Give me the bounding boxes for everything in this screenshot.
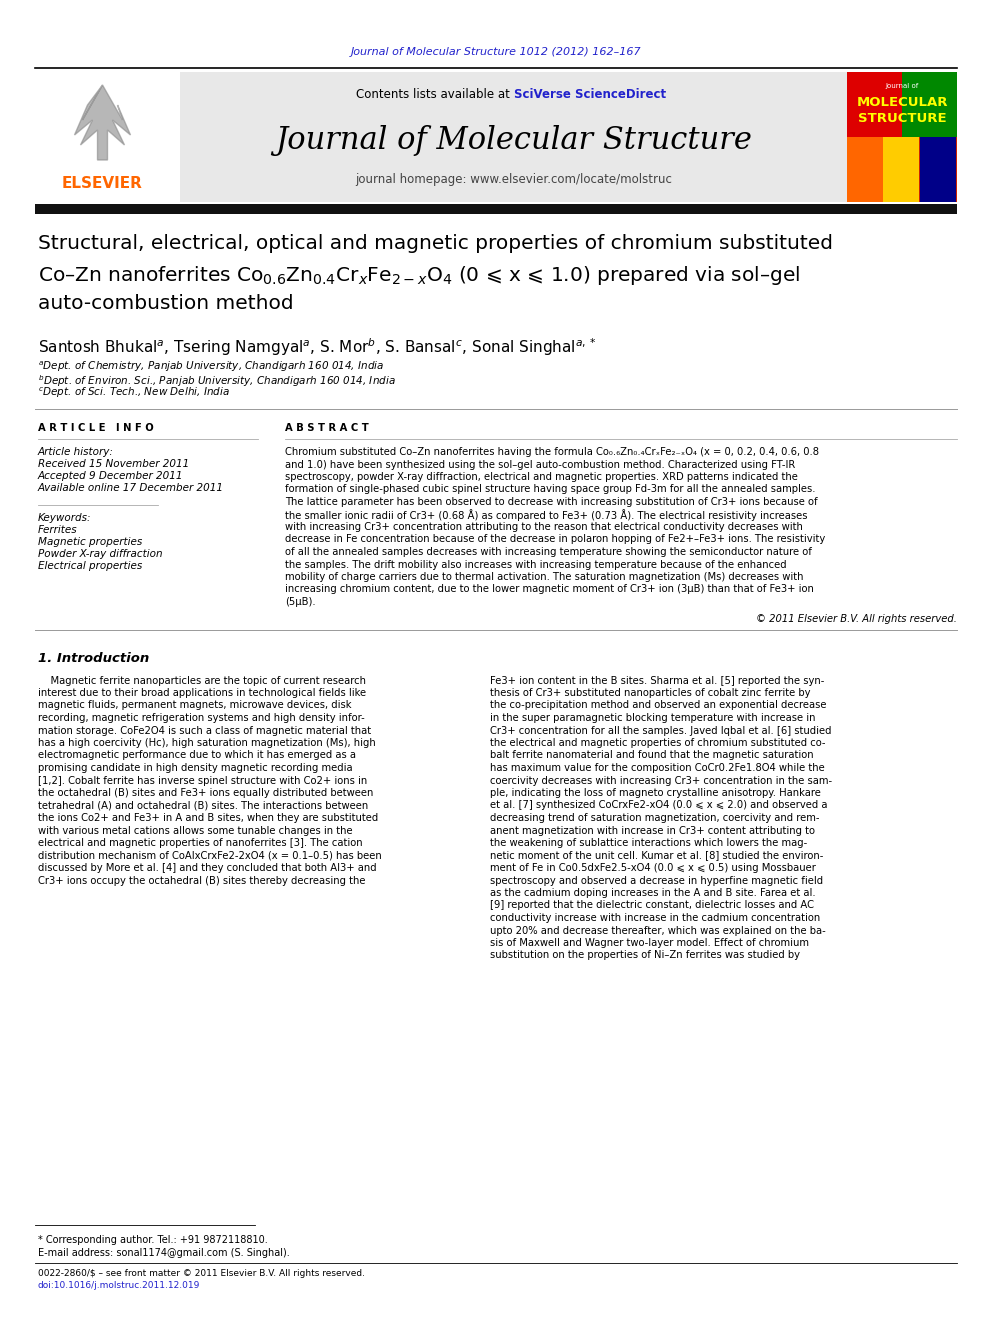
Text: decreasing trend of saturation magnetization, coercivity and rem-: decreasing trend of saturation magnetiza… xyxy=(490,814,819,823)
Text: Keywords:: Keywords: xyxy=(38,513,91,523)
Text: doi:10.1016/j.molstruc.2011.12.019: doi:10.1016/j.molstruc.2011.12.019 xyxy=(38,1281,200,1290)
Text: ment of Fe in Co0.5dxFe2.5-xO4 (0.0 ⩽ x ⩽ 0.5) using Mossbauer: ment of Fe in Co0.5dxFe2.5-xO4 (0.0 ⩽ x … xyxy=(490,863,815,873)
Text: promising candidate in high density magnetic recording media: promising candidate in high density magn… xyxy=(38,763,352,773)
Text: substitution on the properties of Ni–Zn ferrites was studied by: substitution on the properties of Ni–Zn … xyxy=(490,950,800,960)
Text: Fe3+ ion content in the B sites. Sharma et al. [5] reported the syn-: Fe3+ ion content in the B sites. Sharma … xyxy=(490,676,824,685)
Text: of all the annealed samples decreases with increasing temperature showing the se: of all the annealed samples decreases wi… xyxy=(285,546,811,557)
Text: has maximum value for the composition CoCr0.2Fe1.8O4 while the: has maximum value for the composition Co… xyxy=(490,763,824,773)
Text: et al. [7] synthesized CoCrxFe2-xO4 (0.0 ⩽ x ⩽ 2.0) and observed a: et al. [7] synthesized CoCrxFe2-xO4 (0.0… xyxy=(490,800,827,811)
Text: mation storage. CoFe2O4 is such a class of magnetic material that: mation storage. CoFe2O4 is such a class … xyxy=(38,725,371,736)
Text: the octahedral (B) sites and Fe3+ ions equally distributed between: the octahedral (B) sites and Fe3+ ions e… xyxy=(38,789,373,798)
Bar xyxy=(180,71,847,202)
Text: Journal of Molecular Structure 1012 (2012) 162–167: Journal of Molecular Structure 1012 (201… xyxy=(351,48,641,57)
Text: the samples. The drift mobility also increases with increasing temperature becau: the samples. The drift mobility also inc… xyxy=(285,560,787,569)
Text: [9] reported that the dielectric constant, dielectric losses and AC: [9] reported that the dielectric constan… xyxy=(490,901,814,910)
Text: E-mail address: sonal1174@gmail.com (S. Singhal).: E-mail address: sonal1174@gmail.com (S. … xyxy=(38,1248,290,1258)
Text: Ferrites: Ferrites xyxy=(38,525,77,534)
Text: Cr3+ ions occupy the octahedral (B) sites thereby decreasing the: Cr3+ ions occupy the octahedral (B) site… xyxy=(38,876,365,885)
Text: spectroscopy and observed a decrease in hyperfine magnetic field: spectroscopy and observed a decrease in … xyxy=(490,876,823,885)
Text: Cr3+ concentration for all the samples. Javed Iqbal et al. [6] studied: Cr3+ concentration for all the samples. … xyxy=(490,725,831,736)
Text: decrease in Fe concentration because of the decrease in polaron hopping of Fe2+–: decrease in Fe concentration because of … xyxy=(285,534,825,545)
Bar xyxy=(35,71,180,202)
Text: Co–Zn nanoferrites Co$_{0.6}$Zn$_{0.4}$Cr$_x$Fe$_{2-x}$O$_4$ (0 ⩽ x ⩽ 1.0) prepa: Co–Zn nanoferrites Co$_{0.6}$Zn$_{0.4}$C… xyxy=(38,265,801,287)
Text: the ions Co2+ and Fe3+ in A and B sites, when they are substituted: the ions Co2+ and Fe3+ in A and B sites,… xyxy=(38,814,378,823)
Text: Magnetic properties: Magnetic properties xyxy=(38,537,142,546)
Text: in the super paramagnetic blocking temperature with increase in: in the super paramagnetic blocking tempe… xyxy=(490,713,815,722)
Text: increasing chromium content, due to the lower magnetic moment of Cr3+ ion (3μB) : increasing chromium content, due to the … xyxy=(285,585,813,594)
Text: Powder X-ray diffraction: Powder X-ray diffraction xyxy=(38,549,163,560)
Text: Journal of Molecular Structure: Journal of Molecular Structure xyxy=(275,124,752,156)
Text: 0022-2860/$ – see front matter © 2011 Elsevier B.V. All rights reserved.: 0022-2860/$ – see front matter © 2011 El… xyxy=(38,1269,365,1278)
Text: 1. Introduction: 1. Introduction xyxy=(38,651,149,664)
Text: upto 20% and decrease thereafter, which was explained on the ba-: upto 20% and decrease thereafter, which … xyxy=(490,926,825,935)
Text: MOLECULAR: MOLECULAR xyxy=(856,95,947,108)
Bar xyxy=(847,71,902,138)
Text: recording, magnetic refrigeration systems and high density infor-: recording, magnetic refrigeration system… xyxy=(38,713,365,722)
Text: The lattice parameter has been observed to decrease with increasing substitution: The lattice parameter has been observed … xyxy=(285,497,817,507)
Text: Accepted 9 December 2011: Accepted 9 December 2011 xyxy=(38,471,184,482)
Text: ple, indicating the loss of magneto crystalline anisotropy. Hankare: ple, indicating the loss of magneto crys… xyxy=(490,789,820,798)
Bar xyxy=(847,71,957,202)
Bar xyxy=(902,71,957,138)
Bar xyxy=(883,138,919,202)
Text: SciVerse ScienceDirect: SciVerse ScienceDirect xyxy=(514,87,666,101)
Text: the smaller ionic radii of Cr3+ (0.68 Å) as compared to Fe3+ (0.73 Å). The elect: the smaller ionic radii of Cr3+ (0.68 Å)… xyxy=(285,509,807,521)
Text: and 1.0) have been synthesized using the sol–gel auto-combustion method. Charact: and 1.0) have been synthesized using the… xyxy=(285,459,796,470)
Text: netic moment of the unit cell. Kumar et al. [8] studied the environ-: netic moment of the unit cell. Kumar et … xyxy=(490,851,823,860)
Text: Magnetic ferrite nanoparticles are the topic of current research: Magnetic ferrite nanoparticles are the t… xyxy=(38,676,366,685)
Text: has a high coercivity (Hc), high saturation magnetization (Ms), high: has a high coercivity (Hc), high saturat… xyxy=(38,738,376,747)
Text: anent magnetization with increase in Cr3+ content attributing to: anent magnetization with increase in Cr3… xyxy=(490,826,815,836)
Text: mobility of charge carriers due to thermal activation. The saturation magnetizat: mobility of charge carriers due to therm… xyxy=(285,572,804,582)
Text: [1,2]. Cobalt ferrite has inverse spinel structure with Co2+ ions in: [1,2]. Cobalt ferrite has inverse spinel… xyxy=(38,775,367,786)
Text: $^c$Dept. of Sci. Tech., New Delhi, India: $^c$Dept. of Sci. Tech., New Delhi, Indi… xyxy=(38,386,230,401)
Text: $^a$Dept. of Chemistry, Panjab University, Chandigarh 160 014, India: $^a$Dept. of Chemistry, Panjab Universit… xyxy=(38,360,384,374)
Text: © 2011 Elsevier B.V. All rights reserved.: © 2011 Elsevier B.V. All rights reserved… xyxy=(756,614,957,623)
Text: Available online 17 December 2011: Available online 17 December 2011 xyxy=(38,483,224,493)
Text: * Corresponding author. Tel.: +91 9872118810.: * Corresponding author. Tel.: +91 987211… xyxy=(38,1234,268,1245)
Text: Received 15 November 2011: Received 15 November 2011 xyxy=(38,459,189,468)
Text: STRUCTURE: STRUCTURE xyxy=(858,111,946,124)
Text: Contents lists available at: Contents lists available at xyxy=(356,87,514,101)
Text: distribution mechanism of CoAlxCrxFe2-2xO4 (x = 0.1–0.5) has been: distribution mechanism of CoAlxCrxFe2-2x… xyxy=(38,851,382,860)
Text: journal homepage: www.elsevier.com/locate/molstruc: journal homepage: www.elsevier.com/locat… xyxy=(355,173,672,187)
Text: auto-combustion method: auto-combustion method xyxy=(38,294,294,314)
Text: ELSEVIER: ELSEVIER xyxy=(62,176,143,192)
Bar xyxy=(920,138,956,202)
Text: electromagnetic performance due to which it has emerged as a: electromagnetic performance due to which… xyxy=(38,750,356,761)
Text: coercivity decreases with increasing Cr3+ concentration in the sam-: coercivity decreases with increasing Cr3… xyxy=(490,775,832,786)
Text: Journal of: Journal of xyxy=(886,83,919,89)
Text: Santosh Bhukal$^a$, Tsering Namgyal$^a$, S. Mor$^b$, S. Bansal$^c$, Sonal Singha: Santosh Bhukal$^a$, Tsering Namgyal$^a$,… xyxy=(38,336,596,357)
Text: Electrical properties: Electrical properties xyxy=(38,561,142,572)
Text: balt ferrite nanomaterial and found that the magnetic saturation: balt ferrite nanomaterial and found that… xyxy=(490,750,813,761)
Text: with increasing Cr3+ concentration attributing to the reason that electrical con: with increasing Cr3+ concentration attri… xyxy=(285,523,803,532)
Text: with various metal cations allows some tunable changes in the: with various metal cations allows some t… xyxy=(38,826,352,836)
Bar xyxy=(35,204,957,214)
Text: the electrical and magnetic properties of chromium substituted co-: the electrical and magnetic properties o… xyxy=(490,738,825,747)
Text: discussed by More et al. [4] and they concluded that both Al3+ and: discussed by More et al. [4] and they co… xyxy=(38,863,377,873)
Polygon shape xyxy=(74,85,131,160)
Text: formation of single-phased cubic spinel structure having space group Fd-3m for a: formation of single-phased cubic spinel … xyxy=(285,484,815,495)
Text: $^b$Dept. of Environ. Sci., Panjab University, Chandigarh 160 014, India: $^b$Dept. of Environ. Sci., Panjab Unive… xyxy=(38,373,396,389)
Text: the co-precipitation method and observed an exponential decrease: the co-precipitation method and observed… xyxy=(490,700,826,710)
Text: Article history:: Article history: xyxy=(38,447,114,456)
Text: thesis of Cr3+ substituted nanoparticles of cobalt zinc ferrite by: thesis of Cr3+ substituted nanoparticles… xyxy=(490,688,810,699)
Text: as the cadmium doping increases in the A and B site. Farea et al.: as the cadmium doping increases in the A… xyxy=(490,888,815,898)
Text: tetrahedral (A) and octahedral (B) sites. The interactions between: tetrahedral (A) and octahedral (B) sites… xyxy=(38,800,368,811)
Text: A R T I C L E   I N F O: A R T I C L E I N F O xyxy=(38,423,154,433)
Text: Chromium substituted Co–Zn nanoferrites having the formula Co₀.₆Zn₀.₄CrₓFe₂₋ₓO₄ : Chromium substituted Co–Zn nanoferrites … xyxy=(285,447,819,456)
Text: conductivity increase with increase in the cadmium concentration: conductivity increase with increase in t… xyxy=(490,913,820,923)
Text: sis of Maxwell and Wagner two-layer model. Effect of chromium: sis of Maxwell and Wagner two-layer mode… xyxy=(490,938,809,949)
Text: (5μB).: (5μB). xyxy=(285,597,315,607)
Text: interest due to their broad applications in technological fields like: interest due to their broad applications… xyxy=(38,688,366,699)
Text: electrical and magnetic properties of nanoferrites [3]. The cation: electrical and magnetic properties of na… xyxy=(38,837,363,848)
Bar xyxy=(847,138,883,202)
Text: A B S T R A C T: A B S T R A C T xyxy=(285,423,369,433)
Text: the weakening of sublattice interactions which lowers the mag-: the weakening of sublattice interactions… xyxy=(490,837,807,848)
Text: spectroscopy, powder X-ray diffraction, electrical and magnetic properties. XRD : spectroscopy, powder X-ray diffraction, … xyxy=(285,472,798,482)
Text: Structural, electrical, optical and magnetic properties of chromium substituted: Structural, electrical, optical and magn… xyxy=(38,234,833,253)
Text: magnetic fluids, permanent magnets, microwave devices, disk: magnetic fluids, permanent magnets, micr… xyxy=(38,700,351,710)
